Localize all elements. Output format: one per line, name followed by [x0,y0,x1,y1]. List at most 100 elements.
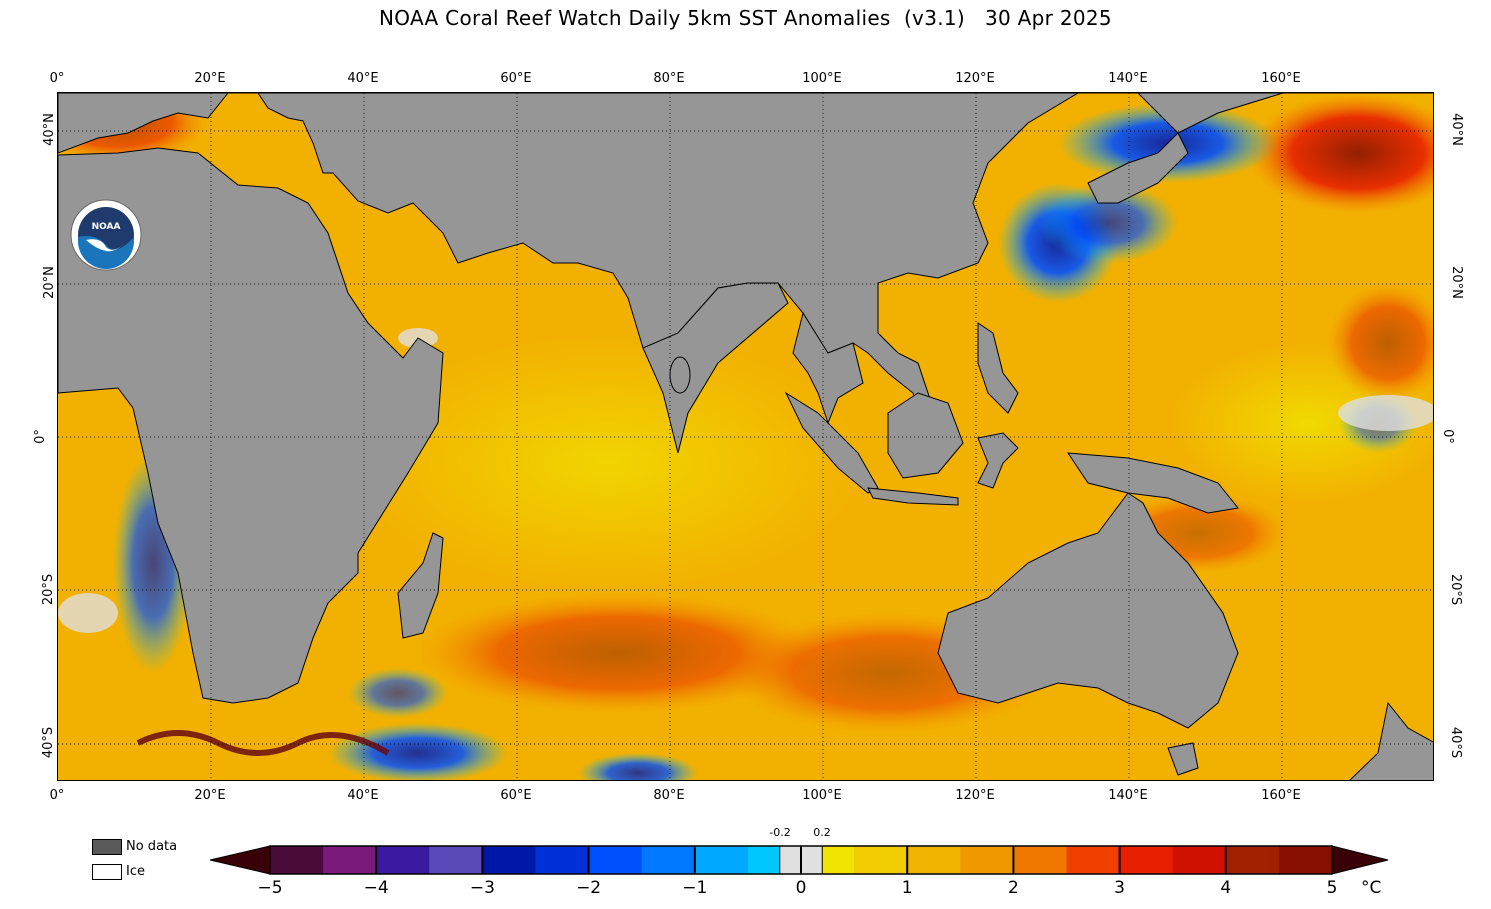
colorbar-tick-label: 2 [1007,878,1019,898]
colorbar-segment [344,846,356,874]
colorbar-segment [716,846,728,874]
top-tick: 100°E [802,71,842,86]
right-tick: 40°N [1448,113,1464,146]
colorbar-segment [609,846,621,874]
bottom-tick: 80°E [653,788,685,803]
colorbar-segment [917,846,929,874]
colorbar-segment [312,846,324,874]
bottom-tick: 0° [49,788,65,803]
colorbar-segment [620,846,632,874]
colorbar-segment [280,846,292,874]
colorbar-segment [1215,846,1227,874]
colorbar-segment [1077,846,1089,874]
colorbar-segment [1087,846,1099,874]
colorbar-segment [822,846,834,874]
colorbar-segment [758,846,770,874]
colorbar-segment [673,846,685,874]
colorbar [210,845,1389,875]
colorbar-segment [864,846,876,874]
colorbar-segment [1066,846,1078,874]
top-tick: 160°E [1261,71,1301,86]
colorbar-segment [981,846,993,874]
top-tick: 80°E [653,71,685,86]
colorbar-segment [1162,846,1174,874]
colorbar-tick-label: −5 [257,878,283,898]
colorbar-segment [1013,846,1025,874]
bottom-tick: 100°E [802,788,842,803]
no-data-swatch [92,839,122,855]
colorbar-segment [1151,846,1163,874]
ice-swatch [92,864,122,880]
colorbar-segment [875,846,887,874]
colorbar-label-minus-0-2: -0.2 [769,826,791,839]
colorbar-tick-label: −1 [682,878,708,898]
colorbar-segment [854,846,866,874]
colorbar-segment [811,846,823,874]
colorbar-segment [1172,846,1184,874]
colorbar-segment [970,846,983,874]
colorbar-segment [779,846,791,874]
colorbar-segment [1300,846,1312,874]
colorbar-segment [1140,846,1152,874]
colorbar-segment [832,846,844,874]
colorbar-segment [705,846,717,874]
colorbar-segment [493,846,505,874]
colorbar-segment [662,846,675,874]
land [58,93,1433,780]
colorbar-segment [546,846,558,874]
colorbar-segment [471,846,483,874]
colorbar-segment [939,846,951,874]
bottom-tick: 60°E [500,788,532,803]
top-tick: 120°E [955,71,995,86]
colorbar-segment [1204,846,1216,874]
map-title: NOAA Coral Reef Watch Daily 5km SST Anom… [379,6,1112,30]
sst-anomaly-map[interactable]: NOAA [57,92,1434,781]
colorbar-tick-label: 4 [1220,878,1232,898]
colorbar-segment [949,846,961,874]
colorbar-segment [588,846,600,874]
colorbar-tick-label: 0 [795,878,807,898]
colorbar-segment [503,846,515,874]
colorbar-segment [1108,846,1121,874]
colorbar-segment [1310,846,1322,874]
colorbar-segment [354,846,367,874]
colorbar-segment [1268,846,1280,874]
ice-label: Ice [126,864,145,879]
colorbar-segment [631,846,643,874]
colorbar-segment [1289,846,1301,874]
colorbar-segment [386,846,398,874]
colorbar-segment [270,846,282,874]
colorbar-segment [684,846,696,874]
colorbar-tick-label: 5 [1326,878,1338,898]
colorbar-segment [1024,846,1036,874]
colorbar-tick-label: −2 [576,878,602,898]
colorbar-segment [365,846,377,874]
colorbar-segment [418,846,430,874]
bottom-tick: 160°E [1261,788,1301,803]
colorbar-segment [694,846,706,874]
colorbar-segment [1236,846,1248,874]
colorbar-segment [450,846,462,874]
colorbar-segment [1045,846,1057,874]
right-tick: 40°S [1448,726,1464,759]
colorbar-segment [960,846,972,874]
colorbar-segment [567,846,579,874]
colorbar-segment [769,846,781,874]
colorbar-segment [1119,846,1131,874]
colorbar-segment [1130,846,1142,874]
colorbar-segment [1183,846,1195,874]
colorbar-segment [1002,846,1014,874]
colorbar-segment [1193,846,1206,874]
colorbar-segment [397,846,409,874]
colorbar-segment [482,846,494,874]
colorbar-segment [1055,846,1067,874]
colorbar-tick-label: 3 [1114,878,1126,898]
colorbar-segment [535,846,547,874]
colorbar-segment [408,846,420,874]
colorbar-segment [843,846,855,874]
colorbar-tick-label: −4 [363,878,389,898]
colorbar-segment [376,846,388,874]
colorbar-segment [439,846,452,874]
left-tick: 0° [32,429,48,444]
colorbar-segment [514,846,526,874]
